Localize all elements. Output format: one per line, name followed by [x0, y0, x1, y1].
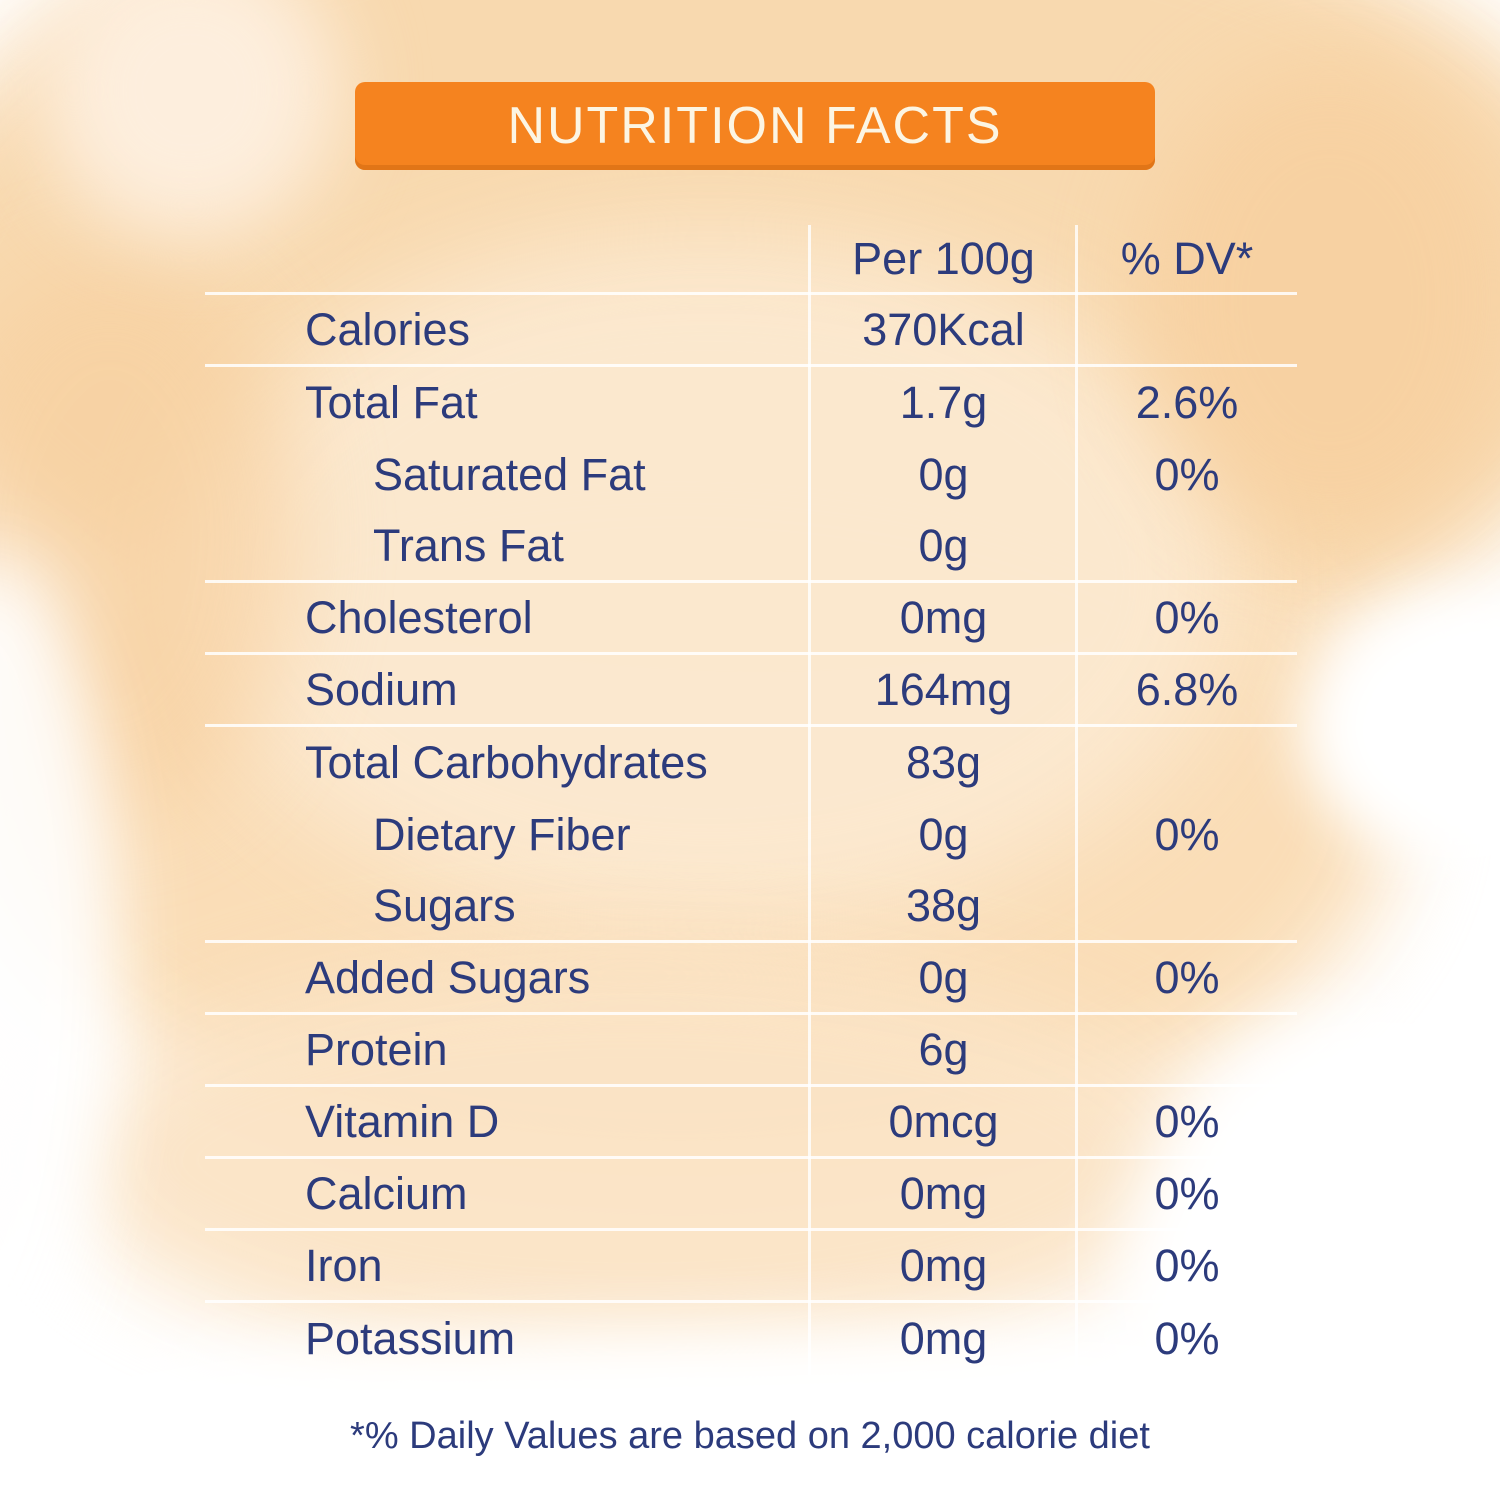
watercolor-blob — [0, 560, 120, 1380]
nutrient-label: Dietary Fiber — [373, 809, 631, 860]
nutrient-dv: 6.8% — [1135, 663, 1239, 715]
nutrition-table: Per 100g % DV* Calories 370Kcal Total Fa… — [205, 225, 1297, 1375]
column-header-dv: % DV* — [1120, 232, 1254, 284]
column-header-amount: Per 100g — [852, 232, 1035, 284]
nutrient-amount: 38g — [905, 879, 982, 931]
nutrient-dv: 0% — [1154, 449, 1220, 500]
nutrient-dv: 0% — [1154, 1095, 1220, 1147]
table-row: Protein 6g — [205, 1015, 1297, 1087]
nutrient-amount: 0g — [918, 809, 969, 860]
nutrient-label: Added Sugars — [305, 951, 591, 1003]
nutrient-label: Protein — [305, 1023, 448, 1075]
table-row: Trans Fat 0g — [205, 511, 1297, 583]
table-row: Cholesterol 0mg 0% — [205, 583, 1297, 655]
table-row: Iron 0mg 0% — [205, 1231, 1297, 1303]
table-body: Calories 370Kcal Total Fat 1.7g 2.6% Sat… — [205, 295, 1297, 1375]
nutrient-dv: 2.6% — [1135, 377, 1239, 428]
table-row: Calories 370Kcal — [205, 295, 1297, 367]
daily-value-footnote: *% Daily Values are based on 2,000 calor… — [350, 1415, 1150, 1457]
nutrient-label: Total Carbohydrates — [305, 737, 708, 788]
table-row: Added Sugars 0g 0% — [205, 943, 1297, 1015]
table-row: Total Fat 1.7g 2.6% — [205, 367, 1297, 439]
nutrient-amount: 1.7g — [899, 377, 988, 428]
nutrient-label: Total Fat — [305, 377, 478, 428]
nutrient-label: Calories — [305, 303, 471, 355]
nutrient-dv: 0% — [1154, 591, 1220, 643]
nutrient-amount: 370Kcal — [862, 303, 1025, 355]
title-banner: NUTRITION FACTS — [355, 82, 1155, 170]
nutrient-label: Iron — [305, 1239, 383, 1291]
nutrient-label: Sodium — [305, 663, 458, 715]
nutrient-amount: 0g — [918, 519, 969, 571]
nutrient-dv: 0% — [1154, 1239, 1220, 1291]
table-row: Sodium 164mg 6.8% — [205, 655, 1297, 727]
nutrient-label: Vitamin D — [305, 1095, 500, 1147]
nutrient-amount: 6g — [918, 1023, 969, 1075]
nutrient-amount: 0mg — [899, 591, 988, 643]
nutrient-amount: 0mg — [899, 1167, 988, 1219]
watercolor-blob — [1300, 600, 1500, 860]
table-row: Vitamin D 0mcg 0% — [205, 1087, 1297, 1159]
nutrient-dv: 0% — [1154, 809, 1220, 860]
table-header-row: Per 100g % DV* — [205, 225, 1297, 295]
nutrient-amount: 0g — [918, 951, 969, 1003]
column-divider — [808, 225, 811, 1375]
watercolor-blob — [40, 0, 340, 240]
nutrient-label: Sugars — [373, 879, 516, 931]
nutrient-label: Calcium — [305, 1167, 468, 1219]
page-title: NUTRITION FACTS — [507, 97, 1003, 155]
table-row: Total Carbohydrates 83g — [205, 727, 1297, 799]
table-row: Calcium 0mg 0% — [205, 1159, 1297, 1231]
nutrient-label: Trans Fat — [373, 519, 564, 571]
nutrient-amount: 0mg — [899, 1239, 988, 1291]
table-row: Sugars 38g — [205, 871, 1297, 943]
column-divider — [1075, 225, 1078, 1375]
nutrient-amount: 0mcg — [888, 1095, 999, 1147]
nutrient-dv: 0% — [1154, 951, 1220, 1003]
nutrient-dv: 0% — [1154, 1167, 1220, 1219]
table-row: Dietary Fiber 0g 0% — [205, 799, 1297, 871]
nutrient-dv: 0% — [1154, 1313, 1220, 1364]
table-row: Potassium 0mg 0% — [205, 1303, 1297, 1375]
nutrient-amount: 164mg — [874, 663, 1013, 715]
nutrient-amount: 0g — [918, 449, 969, 500]
nutrient-amount: 83g — [905, 737, 982, 788]
nutrient-label: Potassium — [305, 1313, 516, 1364]
nutrient-label: Saturated Fat — [373, 449, 646, 500]
table-row: Saturated Fat 0g 0% — [205, 439, 1297, 511]
nutrient-label: Cholesterol — [305, 591, 533, 643]
nutrient-amount: 0mg — [899, 1313, 988, 1364]
